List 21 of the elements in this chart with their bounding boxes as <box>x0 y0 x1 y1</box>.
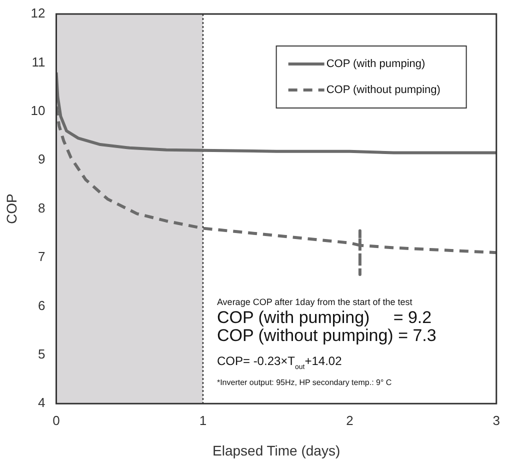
y-tick-label: 12 <box>30 6 46 21</box>
y-tick-label: 4 <box>38 395 46 410</box>
x-tick-label: 1 <box>199 412 207 428</box>
x-axis-title: Elapsed Time (days) <box>212 442 340 458</box>
y-tick-label: 7 <box>38 249 46 264</box>
x-tick-label: 0 <box>52 412 60 428</box>
annotation: COP (with pumping) = 9.2 <box>216 308 432 328</box>
y-tick-label: 10 <box>30 102 46 118</box>
annotation: Average COP after 1day from the start of the test <box>216 297 413 308</box>
y-tick-label: 8 <box>38 200 46 216</box>
y-axis-title: COP <box>3 194 20 224</box>
y-tick-label: 5 <box>38 346 46 362</box>
y-tick-label: 6 <box>38 298 46 313</box>
y-tick-label: 9 <box>38 152 46 167</box>
annotation: *Inverter output: 95Hz, HP secondary temp.: 9° C <box>216 378 392 388</box>
legend-label: COP (with pumping) <box>326 58 426 70</box>
annotation: COP (without pumping) = 7.3 <box>216 326 436 346</box>
x-tick-label: 3 <box>492 412 500 428</box>
legend-label: COP (without pumping) <box>326 84 440 96</box>
x-tick-label: 2 <box>346 412 354 428</box>
y-tick-label: 11 <box>32 54 46 70</box>
